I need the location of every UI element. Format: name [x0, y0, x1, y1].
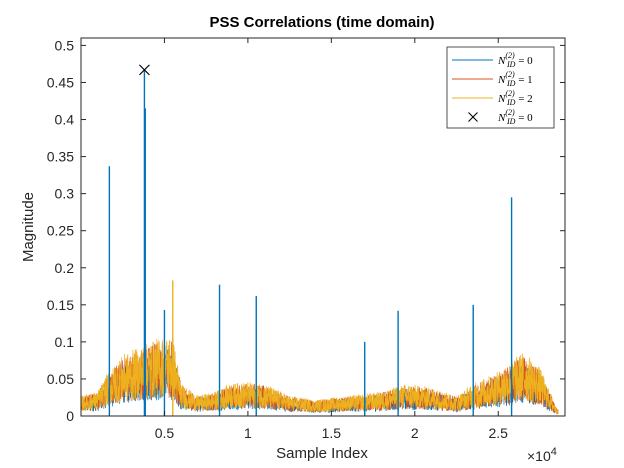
legend-item-0: N(2) ID = 0 — [452, 51, 533, 69]
x-axis-exponent: ×104 — [527, 446, 557, 464]
y-tick-label: 0.2 — [55, 260, 75, 276]
legend-label: N(2) ID = 2 — [497, 89, 533, 107]
legend-item-marker: N(2) ID = 0 — [468, 108, 533, 126]
x-axis: 0.5 1 1.5 2 2.5 — [155, 38, 508, 441]
y-tick-label: 0.35 — [47, 149, 74, 165]
x-exponent-base: ×10 — [527, 448, 551, 464]
y-tick-label: 0.45 — [47, 74, 74, 90]
peaks-layer — [108, 69, 513, 416]
y-tick-label: 0.05 — [47, 371, 74, 387]
y-axis: 0 0.05 0.1 0.15 0.2 0.25 0.3 0.35 0.4 0.45 0.5 — [47, 37, 565, 424]
marker-layer — [138, 64, 150, 76]
y-tick-label: 0.3 — [55, 186, 75, 202]
legend-label: N(2) ID = 0 — [497, 51, 533, 69]
x-axis-label: Sample Index — [276, 445, 368, 462]
x-exponent-power: 4 — [551, 446, 557, 458]
series-line-2 — [80, 336, 559, 415]
y-axis-label: Magnitude — [20, 192, 37, 262]
y-tick-label: 0 — [66, 408, 74, 424]
chart-title: PSS Correlations (time domain) — [209, 14, 434, 31]
svg-text:×104: ×104 — [527, 446, 557, 464]
x-tick-label: 1 — [244, 425, 252, 441]
legend: N(2) ID = 0N(2) ID = 1N(2) ID = 2N(2) ID = 0 — [446, 46, 555, 129]
y-tick-label: 0.15 — [47, 297, 74, 313]
y-tick-label: 0.25 — [47, 223, 74, 239]
max-peak-marker — [138, 64, 150, 76]
legend-item-2: N(2) ID = 2 — [452, 89, 533, 107]
legend-label: N(2) ID = 0 — [497, 108, 533, 126]
y-tick-label: 0.1 — [55, 334, 75, 350]
x-tick-label: 2 — [411, 425, 419, 441]
x-tick-label: 1.5 — [322, 425, 342, 441]
legend-label: N(2) ID = 1 — [497, 70, 533, 88]
y-tick-label: 0.5 — [55, 37, 75, 53]
y-tick-label: 0.4 — [55, 112, 75, 128]
legend-item-1: N(2) ID = 1 — [452, 70, 533, 88]
plot-frame — [80, 37, 566, 417]
x-tick-label: 0.5 — [155, 425, 175, 441]
x-tick-label: 2.5 — [489, 425, 509, 441]
series-layer — [80, 336, 559, 415]
